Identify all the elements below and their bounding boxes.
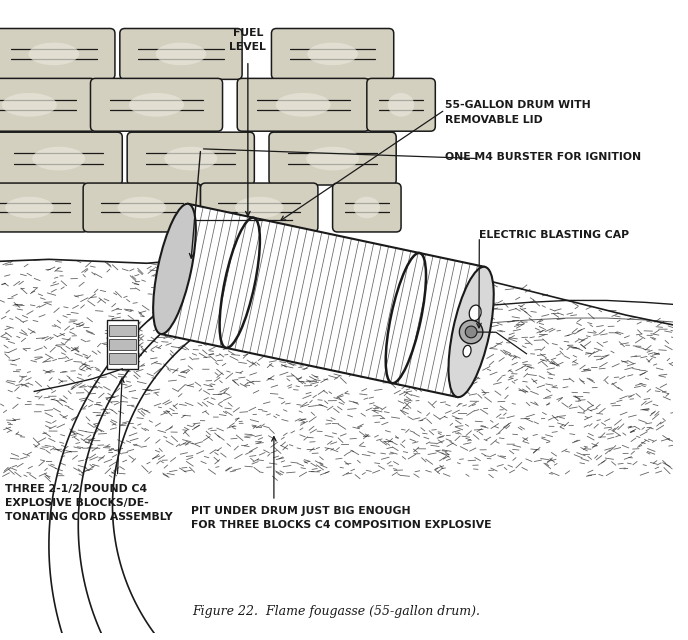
Ellipse shape [276,93,331,116]
Text: PIT UNDER DRUM JUST BIG ENOUGH: PIT UNDER DRUM JUST BIG ENOUGH [191,506,410,516]
Circle shape [465,326,477,338]
FancyBboxPatch shape [0,183,88,232]
Ellipse shape [153,204,196,334]
Ellipse shape [2,93,57,116]
FancyBboxPatch shape [272,29,394,79]
FancyBboxPatch shape [237,78,369,131]
Polygon shape [0,246,673,633]
Bar [109,339,136,350]
Ellipse shape [463,346,471,357]
Text: REMOVABLE LID: REMOVABLE LID [445,115,543,125]
FancyBboxPatch shape [127,132,255,185]
Ellipse shape [129,93,184,116]
Bar [109,353,136,364]
Ellipse shape [164,147,217,170]
Circle shape [460,320,483,344]
FancyBboxPatch shape [91,78,222,131]
Ellipse shape [5,196,54,218]
Ellipse shape [32,147,85,170]
FancyBboxPatch shape [0,29,115,79]
FancyBboxPatch shape [0,78,96,131]
FancyBboxPatch shape [0,132,122,185]
Text: THREE 2-1/2 POUND C4: THREE 2-1/2 POUND C4 [5,484,147,494]
Text: 55-GALLON DRUM WITH: 55-GALLON DRUM WITH [445,100,591,110]
FancyBboxPatch shape [200,183,318,232]
FancyBboxPatch shape [120,29,242,79]
Ellipse shape [388,93,414,116]
Ellipse shape [354,196,380,218]
Text: ELECTRIC BLASTING CAP: ELECTRIC BLASTING CAP [480,230,630,240]
Ellipse shape [28,43,79,65]
Bar [109,325,136,336]
Text: FOR THREE BLOCKS C4 COMPOSITION EXPLOSIVE: FOR THREE BLOCKS C4 COMPOSITION EXPLOSIV… [191,520,491,529]
Polygon shape [161,204,485,397]
Text: TONATING CORD ASSEMBLY: TONATING CORD ASSEMBLY [5,512,173,522]
Text: LEVEL: LEVEL [229,42,266,52]
Ellipse shape [155,43,206,65]
Text: Figure 22.  Flame fougasse (55-gallon drum).: Figure 22. Flame fougasse (55-gallon dru… [193,605,480,618]
FancyBboxPatch shape [367,78,436,131]
Ellipse shape [118,196,166,218]
Bar [107,320,138,369]
FancyBboxPatch shape [332,183,401,232]
Ellipse shape [235,196,283,218]
Ellipse shape [449,267,494,397]
Ellipse shape [469,305,481,321]
Text: EXPLOSIVE BLOCKS/DE-: EXPLOSIVE BLOCKS/DE- [5,498,149,508]
FancyBboxPatch shape [269,132,396,185]
Text: FUEL: FUEL [233,29,263,38]
Ellipse shape [306,147,359,170]
Ellipse shape [308,43,358,65]
FancyBboxPatch shape [83,183,200,232]
Text: ONE M4 BURSTER FOR IGNITION: ONE M4 BURSTER FOR IGNITION [445,152,641,162]
